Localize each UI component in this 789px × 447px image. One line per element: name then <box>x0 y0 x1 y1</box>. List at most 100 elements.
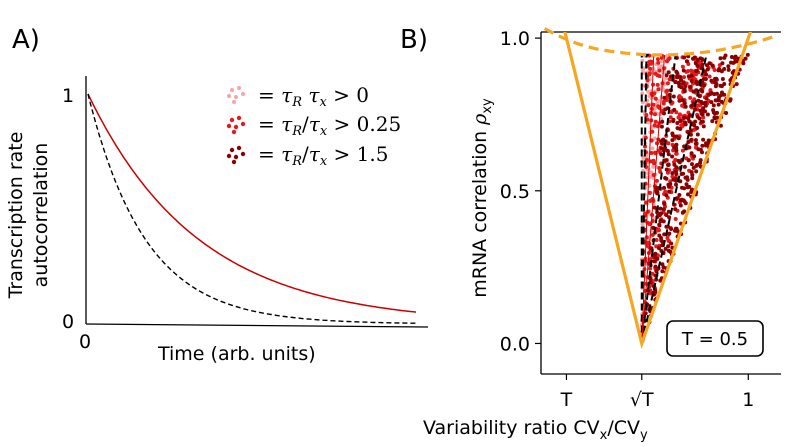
scatter-point <box>698 158 703 163</box>
scatter-point <box>683 122 688 127</box>
annotation-t-value: T = 0.5 <box>681 329 748 350</box>
scatter-point <box>711 108 716 113</box>
legend-label-red: = τR/τx > 0.25 <box>258 112 401 139</box>
scatter-point <box>653 264 658 269</box>
scatter-point <box>667 92 672 97</box>
scatter-point <box>680 64 685 69</box>
panel-a-label: A) <box>12 25 40 55</box>
scatter-point <box>692 123 697 128</box>
panel-a-legend: = τR τx > 0 = τR/τx > 0.25 = τR/τx > 1.5 <box>226 83 401 169</box>
scatter-point <box>716 68 721 73</box>
scatter-point <box>703 109 707 114</box>
scatter-point <box>694 68 699 73</box>
scatter-point <box>664 158 669 163</box>
scatter-point <box>695 82 700 86</box>
scatter-point <box>710 63 715 68</box>
scatter-point <box>723 53 728 58</box>
scatter-point <box>674 134 679 139</box>
scatter-point <box>688 132 693 137</box>
scatter-point <box>682 87 687 92</box>
scatter-point <box>681 80 686 85</box>
panel-b-label: B) <box>400 25 428 55</box>
scatter-point <box>686 158 691 163</box>
scatter-point <box>700 143 705 148</box>
scatter-point <box>729 55 734 59</box>
scatter-point <box>711 103 716 108</box>
scatter-point <box>679 85 684 90</box>
scatter-point <box>705 112 710 117</box>
scatter-point <box>654 178 659 183</box>
scatter-point <box>640 91 645 96</box>
scatter-point <box>672 145 677 150</box>
scatter-point <box>677 193 682 197</box>
scatter-point <box>688 85 693 90</box>
scatter-point <box>688 95 693 100</box>
scatter-point <box>648 276 653 281</box>
scatter-point <box>700 89 705 94</box>
scatter-point <box>699 119 704 124</box>
scatter-point <box>656 87 661 92</box>
scatter-point <box>709 91 714 95</box>
scatter-point <box>695 132 700 137</box>
scatter-point <box>676 95 681 100</box>
scatter-point <box>663 246 668 251</box>
scatter-point <box>655 82 660 87</box>
scatter-point <box>678 203 683 208</box>
scatter-point <box>652 123 657 128</box>
panel-a-y-label-line1: Transcription rate <box>5 132 27 300</box>
scatter-point <box>661 207 666 212</box>
scatter-point <box>694 169 699 174</box>
scatter-point <box>671 117 676 122</box>
scatter-point <box>653 289 658 294</box>
scatter-point <box>653 119 658 124</box>
scatter-point <box>665 170 670 175</box>
x-tick-label: 1 <box>742 389 754 411</box>
scatter-point <box>673 217 678 221</box>
scatter-point <box>715 115 720 120</box>
scatter-point <box>683 175 688 180</box>
scatter-point <box>669 227 674 231</box>
scatter-point <box>664 89 669 94</box>
scatter-point <box>668 179 673 184</box>
scatter-point <box>701 77 706 81</box>
panel-a-y-tick-1: 1 <box>62 85 74 107</box>
scatter-point <box>657 233 662 238</box>
scatter-point <box>648 66 653 71</box>
scatter-point <box>660 59 665 64</box>
panel-b-y-label: mRNA correlation ρxy <box>469 98 495 298</box>
scatter-point <box>671 94 676 99</box>
scatter-point <box>664 193 669 198</box>
scatter-point <box>714 77 719 82</box>
scatter-point <box>673 177 678 181</box>
scatter-point <box>644 113 649 117</box>
scatter-point <box>651 82 656 87</box>
scatter-point <box>647 222 652 227</box>
x-tick-label: T <box>560 389 573 411</box>
scatter-point <box>661 219 666 224</box>
scatter-point <box>667 231 672 236</box>
scatter-point <box>680 148 685 153</box>
scatter-point <box>681 171 686 176</box>
scatter-point <box>701 124 706 129</box>
scatter-point <box>713 98 718 103</box>
scatter-point <box>686 74 691 79</box>
region-dashed-boundary <box>640 54 708 344</box>
scatter-point <box>646 171 651 176</box>
scatter-point <box>653 251 658 256</box>
scatter-point <box>668 115 673 120</box>
scatter-point <box>644 158 649 162</box>
scatter-point <box>663 107 668 112</box>
scatter-point <box>694 163 699 168</box>
scatter-point <box>658 206 663 211</box>
scatter-point <box>674 148 679 153</box>
scatter-point <box>720 77 725 81</box>
scatter-point <box>652 259 657 264</box>
scatter-point <box>655 57 660 62</box>
scatter-point <box>690 187 694 192</box>
legend-label-light: = τR τx > 0 <box>258 83 369 110</box>
scatter-point <box>662 95 667 100</box>
scatter-point <box>659 124 664 129</box>
scatter-point <box>726 67 731 72</box>
scatter-point <box>689 103 694 108</box>
